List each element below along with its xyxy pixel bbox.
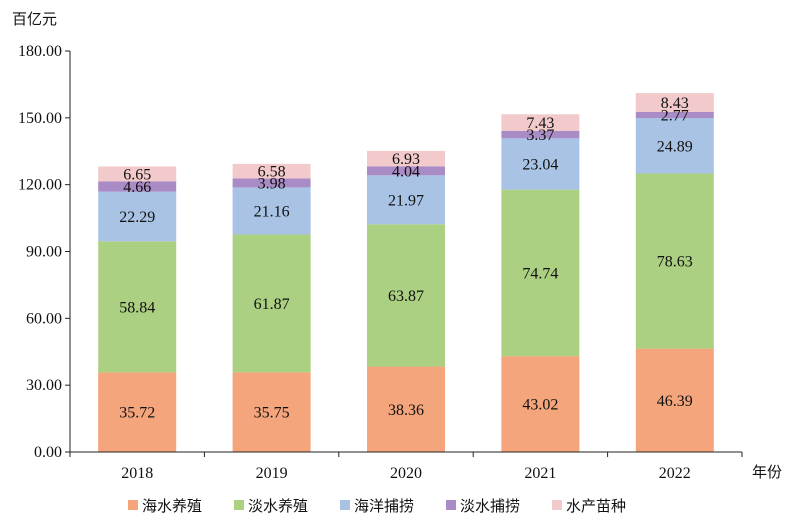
legend-swatch	[446, 500, 456, 510]
bar-segment	[98, 372, 177, 452]
segment-value-label: 7.43	[526, 115, 554, 132]
bar-segment	[635, 111, 714, 119]
y-tick-label: 180.00	[18, 43, 62, 60]
bar-segment	[232, 163, 311, 179]
segment-value-label: 35.75	[254, 405, 290, 422]
bar-segment	[232, 234, 311, 373]
bar-segment	[98, 181, 177, 192]
legend-label: 海洋捕捞	[354, 497, 414, 515]
legend-label: 淡水养殖	[248, 497, 308, 515]
bar-segment	[98, 166, 177, 182]
legend-swatch	[552, 500, 562, 510]
legend-label: 水产苗种	[566, 497, 626, 515]
segment-value-label: 78.63	[657, 254, 693, 271]
y-tick-label: 60.00	[26, 310, 62, 327]
y-tick-label: 30.00	[26, 377, 62, 394]
segment-value-label: 8.43	[661, 95, 689, 112]
legend-swatch	[128, 500, 138, 510]
segment-value-label: 4.66	[123, 179, 151, 196]
bar-segment	[232, 372, 311, 452]
bar-segment	[367, 175, 445, 225]
bar-segment	[232, 187, 311, 235]
segment-value-label: 3.37	[526, 127, 554, 144]
segment-value-label: 22.29	[119, 209, 155, 226]
segment-value-label: 2.77	[661, 107, 689, 124]
bar-segment	[232, 178, 311, 188]
bar-segment	[501, 138, 580, 190]
segment-value-label: 63.87	[388, 288, 424, 305]
segment-value-label: 24.89	[657, 138, 693, 155]
bar-segment	[367, 150, 445, 167]
bar-segment	[635, 348, 714, 452]
bar-segment	[367, 224, 445, 367]
segment-value-label: 6.58	[258, 164, 286, 181]
segment-value-label: 61.87	[254, 296, 290, 313]
legend-label: 海水养殖	[142, 497, 202, 515]
x-axis-unit-label: 年份	[752, 463, 782, 481]
y-tick-label: 120.00	[18, 177, 62, 194]
segment-value-label: 23.04	[522, 156, 558, 173]
bar-segments	[98, 93, 714, 452]
x-tick-label: 2020	[390, 465, 422, 482]
segment-value-label: 46.39	[657, 393, 693, 410]
segment-value-label: 21.97	[388, 192, 424, 209]
segment-value-label: 58.84	[119, 299, 155, 316]
segment-value-label: 6.65	[123, 166, 151, 183]
bar-segment	[635, 173, 714, 349]
legend-label: 淡水捕捞	[460, 497, 520, 515]
segment-data-labels: 35.72 58.84 22.29 4.666.65 35.75 61.87 21.16 3.…	[119, 95, 693, 422]
y-tick-label: 150.00	[18, 110, 62, 127]
bar-segment	[367, 166, 445, 176]
segment-value-label: 4.04	[392, 163, 420, 180]
y-axis-unit-label: 百亿元	[12, 10, 57, 28]
bar-segment	[367, 366, 445, 452]
legend-swatch	[234, 500, 244, 510]
y-axis-ticks: 0.00 30.00 60.00 90.00 120.00 150.00 180.00	[18, 43, 70, 461]
y-tick-label: 90.00	[26, 244, 62, 261]
bar-segment	[635, 118, 714, 174]
segment-value-label: 6.93	[392, 151, 420, 168]
legend-swatch	[340, 500, 350, 510]
x-axis-ticks: 2018 2019 2020 2021 2022	[69, 452, 743, 482]
x-tick-label: 2018	[121, 465, 153, 482]
segment-value-label: 43.02	[522, 397, 558, 414]
x-tick-label: 2019	[256, 465, 288, 482]
bar-segment	[98, 241, 177, 373]
bar-segment	[501, 189, 580, 357]
segment-value-label: 3.98	[258, 175, 286, 192]
bar-segment	[501, 356, 580, 452]
segment-value-label: 38.36	[388, 402, 424, 419]
legend: 海水养殖 淡水养殖 海洋捕捞 淡水捕捞 水产苗种	[128, 497, 626, 515]
bar-segment	[501, 114, 580, 131]
bar-segment	[501, 130, 580, 139]
segment-value-label: 21.16	[254, 203, 290, 220]
bar-segment	[635, 93, 714, 112]
x-tick-label: 2022	[659, 465, 691, 482]
segment-value-label: 35.72	[119, 405, 155, 422]
bar-segment	[98, 191, 177, 242]
segment-value-label: 74.74	[522, 265, 558, 282]
x-tick-label: 2021	[524, 465, 556, 482]
y-tick-label: 0.00	[34, 444, 62, 461]
